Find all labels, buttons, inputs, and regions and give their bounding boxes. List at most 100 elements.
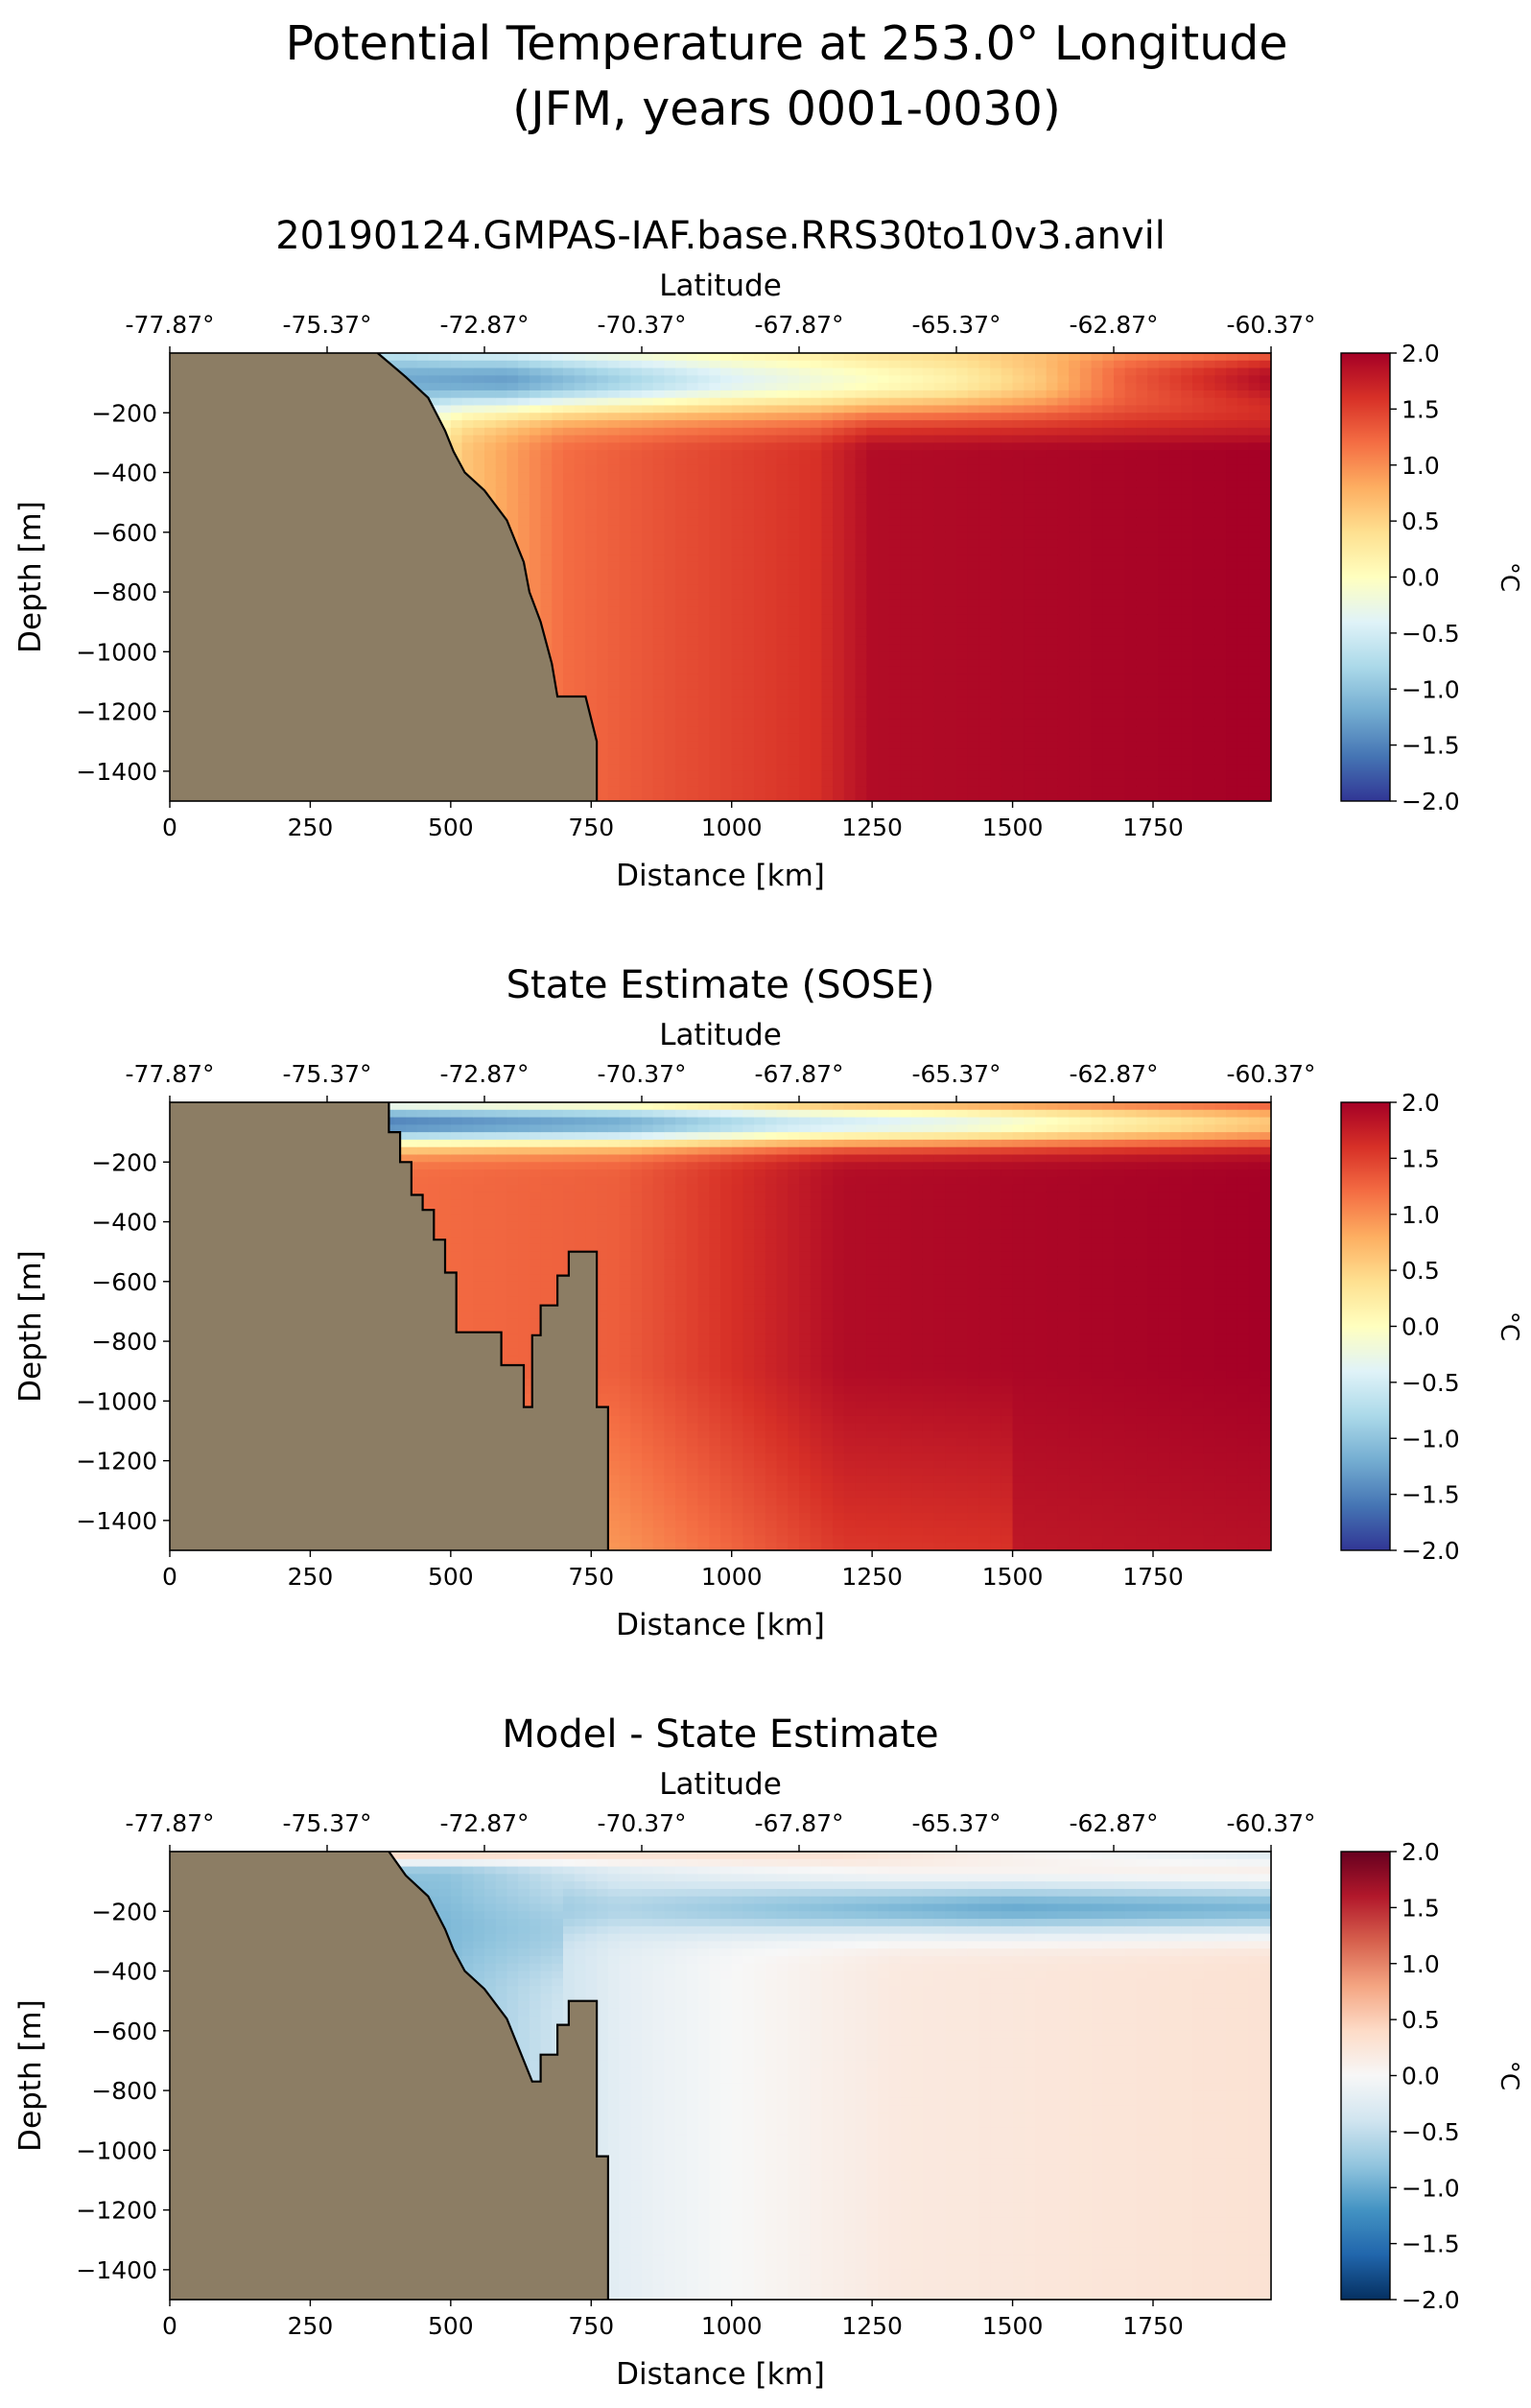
heatmap-cell [776, 599, 789, 608]
heatmap-cell [1001, 703, 1014, 713]
heatmap-cell [607, 651, 621, 660]
heatmap-cell [833, 764, 845, 772]
heatmap-cell [843, 592, 857, 601]
heatmap-cell [664, 450, 676, 459]
heatmap-cell [821, 450, 834, 459]
heatmap-cell [574, 539, 587, 548]
heatmap-cell [1012, 390, 1025, 399]
heatmap-cell [574, 547, 587, 555]
heatmap-cell [1035, 375, 1048, 384]
heatmap-cell [933, 502, 946, 511]
heatmap-cell [1001, 741, 1014, 750]
heatmap-cell [697, 375, 710, 384]
heatmap-cell [597, 628, 609, 638]
heatmap-cell [833, 651, 845, 660]
heatmap-cell [686, 472, 699, 481]
heatmap-cell [945, 405, 957, 413]
heatmap-cell [1046, 778, 1059, 788]
heatmap-cell [742, 435, 755, 443]
heatmap-cell [675, 673, 688, 683]
heatmap-cell [810, 555, 823, 563]
heatmap-cell [675, 442, 688, 451]
heatmap-cell [529, 487, 542, 496]
heatmap-cell [967, 622, 980, 630]
heatmap-cell [945, 502, 957, 511]
heatmap-cell [1001, 502, 1014, 511]
heatmap-cell [888, 659, 902, 668]
heatmap-cell [922, 651, 935, 660]
heatmap-cell [518, 494, 530, 504]
heatmap-cell [1012, 547, 1025, 555]
heatmap-cell [911, 450, 924, 459]
heatmap-cell [664, 786, 676, 794]
heatmap-cell [810, 547, 823, 555]
heatmap-cell [990, 651, 1002, 660]
heatmap-cell [652, 517, 666, 526]
heatmap-cell [1024, 457, 1036, 466]
heatmap-cell [922, 525, 935, 533]
heatmap-cell [765, 741, 778, 750]
heatmap-cell [450, 427, 463, 437]
heatmap-cell [731, 413, 744, 421]
heatmap-cell [1069, 517, 1081, 526]
heatmap-cell [619, 525, 631, 533]
heatmap-cell [776, 592, 789, 601]
heatmap-cell [607, 375, 621, 384]
heatmap-cell [652, 367, 666, 376]
heatmap-cell [1012, 367, 1025, 376]
heatmap-cell [978, 696, 991, 705]
heatmap-cell [552, 427, 564, 437]
heatmap-cell [810, 711, 823, 720]
heatmap-cell [574, 390, 587, 399]
heatmap-cell [821, 644, 834, 652]
heatmap-cell [607, 584, 621, 593]
heatmap-cell [878, 420, 890, 429]
heatmap-cell [933, 689, 946, 697]
heatmap-cell [506, 517, 519, 526]
heatmap-cell [619, 502, 631, 511]
heatmap-cell [495, 427, 508, 437]
heatmap-cell [843, 353, 857, 362]
heatmap-cell [1024, 480, 1036, 488]
heatmap-cell [518, 480, 530, 488]
heatmap-cell [607, 681, 621, 690]
heatmap-cell [1046, 681, 1059, 690]
heatmap-cell [630, 748, 643, 757]
heatmap-cell [799, 778, 812, 788]
heatmap-cell [788, 726, 800, 735]
heatmap-cell [765, 457, 778, 466]
heatmap-cell [1035, 472, 1048, 481]
heatmap-cell [552, 584, 564, 593]
heatmap-cell [1024, 764, 1036, 772]
heatmap-cell [428, 383, 440, 391]
heatmap-cell [742, 509, 755, 518]
heatmap-cell [630, 584, 643, 593]
heatmap-cell [1035, 673, 1048, 683]
heatmap-cell [855, 397, 867, 407]
heatmap-cell [552, 353, 564, 362]
heatmap-cell [1046, 748, 1059, 757]
heatmap-cell [911, 673, 924, 683]
heatmap-cell [630, 525, 643, 533]
heatmap-cell [788, 427, 800, 437]
heatmap-cell [990, 726, 1002, 735]
heatmap-cell [686, 547, 699, 555]
heatmap-cell [945, 375, 957, 384]
heatmap-cell [1024, 427, 1036, 437]
heatmap-cell [1091, 764, 1103, 772]
heatmap-cell [484, 383, 497, 391]
heatmap-cell [754, 778, 766, 788]
heatmap-cell [1069, 397, 1081, 407]
heatmap-cell [956, 719, 969, 727]
heatmap-cell [1079, 681, 1093, 690]
heatmap-cell [597, 786, 609, 794]
heatmap-cell [922, 464, 935, 474]
heatmap-cell [642, 502, 654, 511]
heatmap-cell [799, 599, 812, 608]
heatmap-cell [1012, 457, 1025, 466]
heatmap-cell [833, 375, 845, 384]
heatmap-cell [697, 786, 710, 794]
heatmap-cell [967, 636, 980, 646]
heatmap-cell [945, 413, 957, 421]
heatmap-cell [675, 494, 688, 504]
